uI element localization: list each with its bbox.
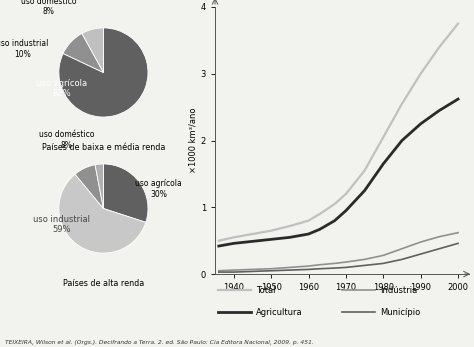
Text: uso industrial
59%: uso industrial 59%	[33, 214, 90, 234]
Text: uso doméstico
8%: uso doméstico 8%	[21, 0, 76, 16]
Text: uso agrícola
30%: uso agrícola 30%	[135, 179, 182, 198]
Wedge shape	[82, 28, 103, 73]
Wedge shape	[63, 33, 103, 73]
Y-axis label: ×1000 km³/ano: ×1000 km³/ano	[189, 108, 198, 173]
Text: Países de alta renda: Países de alta renda	[63, 279, 144, 288]
Text: Indústria: Indústria	[380, 286, 418, 295]
Text: Total: Total	[256, 286, 275, 295]
Wedge shape	[59, 28, 148, 117]
Wedge shape	[103, 164, 148, 222]
Wedge shape	[75, 165, 103, 209]
Wedge shape	[59, 174, 146, 253]
Text: Agricultura: Agricultura	[256, 307, 302, 316]
Text: uso doméstico
8%: uso doméstico 8%	[39, 130, 94, 150]
Text: uso agrícola
82%: uso agrícola 82%	[36, 78, 87, 98]
Text: Município: Município	[380, 307, 420, 316]
Text: Países de baixa e média renda: Países de baixa e média renda	[42, 143, 165, 152]
Text: uso industrial
10%: uso industrial 10%	[0, 39, 48, 59]
Wedge shape	[95, 164, 103, 209]
Text: TEIXEIRA, Wilson et al. (Orgs.). Decifrando a Terra. 2. ed. São Paulo: Cia Edito: TEIXEIRA, Wilson et al. (Orgs.). Decifra…	[5, 340, 314, 345]
